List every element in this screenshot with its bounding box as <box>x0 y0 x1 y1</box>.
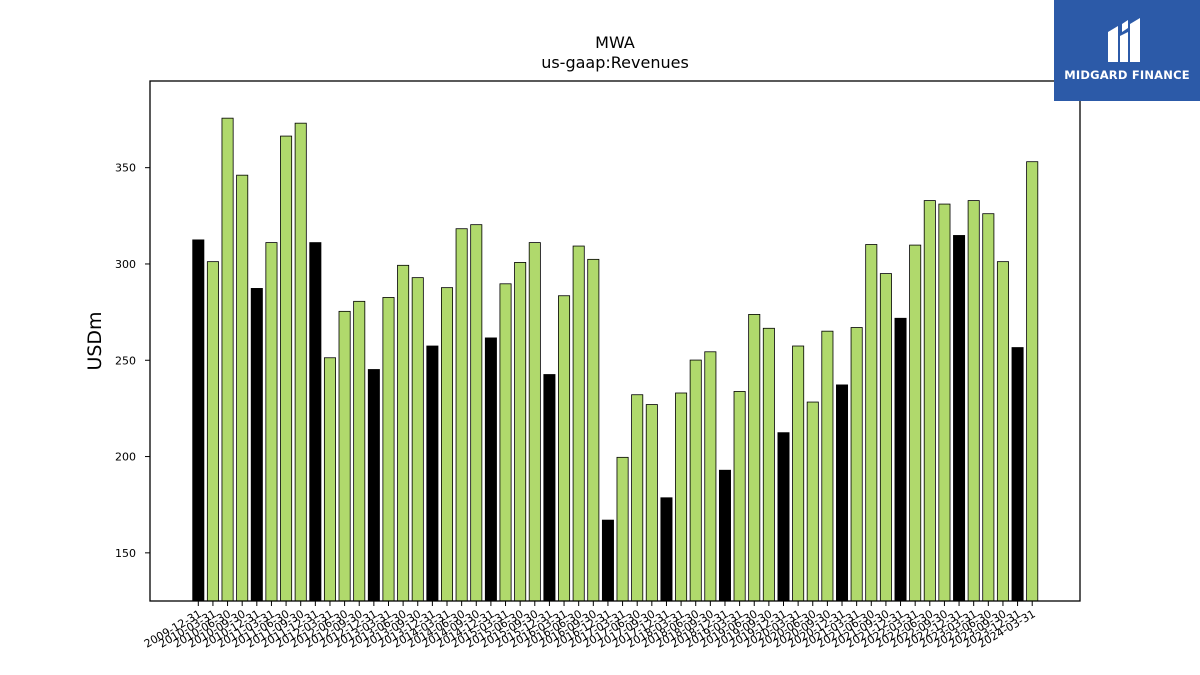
bar-2022-09-30 <box>938 203 951 602</box>
bar-2024-03-31 <box>1026 161 1039 602</box>
bar-2022-12-31 <box>953 235 966 602</box>
bar-2018-06-30 <box>689 359 702 602</box>
bar-2014-03-31 <box>441 287 454 602</box>
chart-subtitle: us-gaap:Revenues <box>541 53 689 72</box>
bar-2018-09-30 <box>704 351 717 602</box>
y-axis-label: USDm <box>84 311 106 370</box>
bar-2013-09-30 <box>411 277 424 602</box>
bar-2016-12-31 <box>601 519 614 602</box>
bar-2010-09-30 <box>236 174 249 602</box>
chart-title: MWA <box>595 33 635 52</box>
bar-2020-06-30 <box>806 401 819 602</box>
y-tick-label: 350 <box>115 162 136 175</box>
midgard-finance-logo-icon <box>1108 18 1140 62</box>
y-tick-label: 200 <box>115 451 136 464</box>
bar-2013-03-31 <box>382 297 395 602</box>
bar-2023-06-30 <box>982 213 995 602</box>
bar-2017-03-31 <box>616 456 629 602</box>
bar-2010-03-31 <box>206 261 219 602</box>
bar-2010-12-31 <box>250 288 263 602</box>
bar-2013-12-31 <box>426 345 439 602</box>
bar-2012-03-31 <box>323 357 336 602</box>
bar-2018-12-31 <box>718 469 731 602</box>
bar-2017-06-30 <box>631 394 644 602</box>
bar-2015-03-31 <box>499 283 512 602</box>
bar-2016-09-30 <box>587 258 600 602</box>
bar-2019-03-31 <box>733 391 746 602</box>
bar-2020-03-31 <box>792 345 805 602</box>
y-axis-ticks: 150 200 250 300 350 <box>115 162 150 560</box>
plot-area-frame <box>149 80 1081 602</box>
bar-2021-09-30 <box>879 273 892 602</box>
bar-2017-09-30 <box>645 404 658 602</box>
bar-2013-06-30 <box>397 264 410 602</box>
bar-2019-09-30 <box>762 327 775 602</box>
brand-name: MIDGARD FINANCE <box>1064 68 1190 82</box>
bar-2015-09-30 <box>528 242 541 602</box>
bar-2011-03-31 <box>265 242 278 602</box>
bar-2021-12-31 <box>894 317 907 602</box>
bar-2014-06-30 <box>455 228 468 602</box>
bar-2011-09-30 <box>294 122 307 602</box>
bar-2014-12-31 <box>484 337 497 602</box>
bar-2021-03-31 <box>850 327 863 602</box>
bar-2016-06-30 <box>572 245 585 602</box>
bar-series <box>192 117 1039 602</box>
bar-2017-12-31 <box>660 497 673 602</box>
bar-2012-06-30 <box>338 310 351 602</box>
bar-2012-09-30 <box>353 300 366 602</box>
bar-2015-06-30 <box>514 262 527 602</box>
y-tick-label: 250 <box>115 354 136 367</box>
bar-2009-12-31 <box>192 239 205 602</box>
bar-2010-06-30 <box>221 117 234 602</box>
bar-2019-06-30 <box>748 314 761 602</box>
y-tick-label: 150 <box>115 547 136 560</box>
bar-2011-06-30 <box>280 135 293 602</box>
y-tick-label: 300 <box>115 258 136 271</box>
bar-2020-09-30 <box>821 330 834 602</box>
bar-2023-12-31 <box>1011 347 1024 602</box>
bar-2022-03-31 <box>909 244 922 602</box>
x-axis-ticks: 2009-12-312010-03-312010-06-302010-09-30… <box>142 601 1038 651</box>
bar-2021-06-30 <box>865 244 878 602</box>
bar-2016-03-31 <box>558 295 571 602</box>
bar-2020-12-31 <box>836 384 849 602</box>
bar-2023-03-31 <box>967 200 980 602</box>
bar-2019-12-31 <box>777 432 790 602</box>
bar-2018-03-31 <box>675 392 688 602</box>
bar-2014-09-30 <box>470 224 483 602</box>
bar-2023-09-30 <box>996 261 1009 602</box>
brand-logo-box: MIDGARD FINANCE <box>1054 0 1200 101</box>
bar-2011-12-31 <box>309 242 322 602</box>
bar-2012-12-31 <box>367 369 380 602</box>
bar-2015-12-31 <box>543 374 556 602</box>
bar-2022-06-30 <box>923 200 936 602</box>
